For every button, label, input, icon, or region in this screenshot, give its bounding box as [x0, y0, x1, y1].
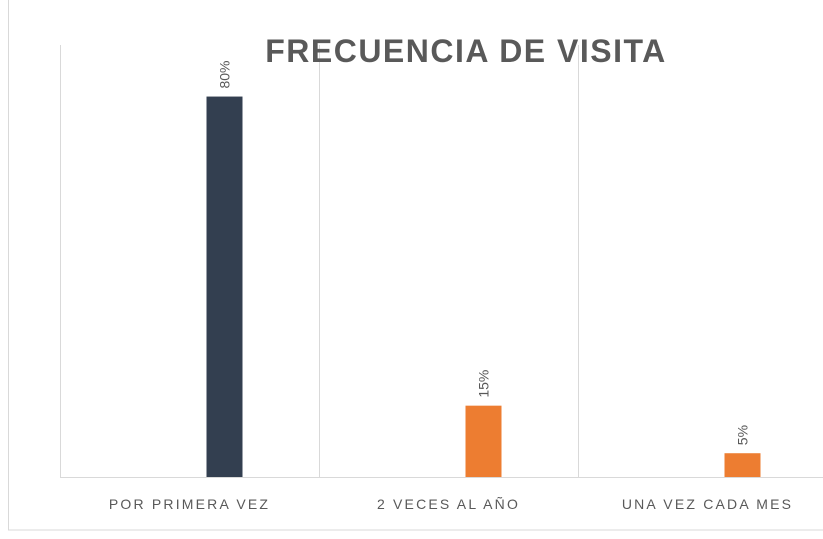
x-tick-label: UNA VEZ CADA MES — [622, 496, 793, 512]
bar — [724, 453, 761, 477]
x-tick-label: POR PRIMERA VEZ — [109, 496, 270, 512]
chart-border — [8, 0, 823, 531]
data-label: 80% — [217, 61, 233, 89]
data-label: 15% — [476, 370, 492, 398]
category-separators — [60, 45, 579, 477]
chart-title: FRECUENCIA DE VISITA — [265, 33, 667, 69]
x-tick-label: 2 VECES AL AÑO — [377, 496, 520, 512]
bar — [206, 96, 243, 478]
data-label: 5% — [735, 425, 751, 445]
bar — [465, 405, 502, 477]
